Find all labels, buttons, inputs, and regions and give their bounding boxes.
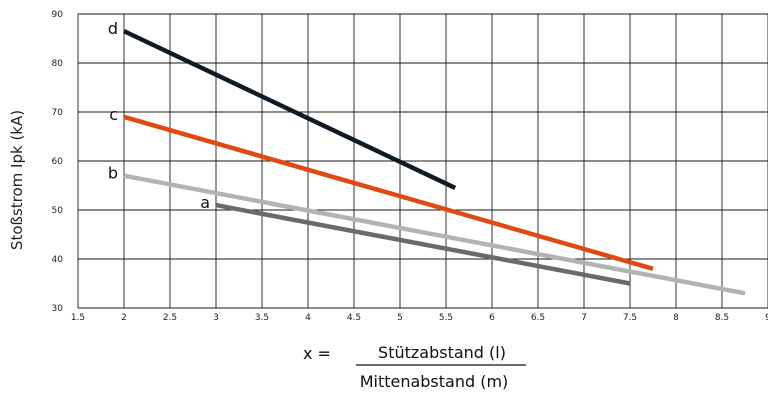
y-tick-label: 50 [52,206,64,216]
series-label-a: a [200,193,210,212]
x-tick-label: 8.5 [715,313,729,323]
y-tick-label: 70 [52,108,64,118]
x-tick-label: 1.5 [71,313,85,323]
series-lines [124,31,745,293]
x-tick-label: 3.5 [255,313,269,323]
y-tick-label: 30 [52,304,64,314]
x-tick-label: 2 [121,313,127,323]
x-axis-formula: x = Stützabstand (l) Mittenabstand (m) [303,343,526,391]
series-label-b: b [108,164,118,183]
formula-denominator: Mittenabstand (m) [360,372,509,391]
x-tick-label: 8 [673,313,679,323]
y-axis-label: Stoßstrom Ipk (kA) [8,110,26,250]
formula-prefix: x = [303,344,331,363]
y-tick-label: 90 [52,10,64,20]
series-label-c: c [109,105,118,124]
formula-numerator: Stützabstand (l) [378,343,506,362]
y-tick-label: 80 [52,59,64,69]
x-tick-label: 5 [397,313,403,323]
x-tick-label: 3 [213,313,219,323]
series-label-d: d [108,19,118,38]
x-tick-label: 5.5 [439,313,453,323]
x-tick-label: 7.5 [623,313,637,323]
x-tick-label: 4 [305,313,311,323]
x-tick-label: 7 [581,313,587,323]
y-tick-label: 40 [52,255,64,265]
x-tick-label: 6.5 [531,313,545,323]
series-line-b [124,176,745,294]
x-tick-label: 2.5 [163,313,177,323]
x-tick-label: 6 [489,313,495,323]
y-tick-label: 60 [52,157,64,167]
x-tick-label: 4.5 [347,313,361,323]
